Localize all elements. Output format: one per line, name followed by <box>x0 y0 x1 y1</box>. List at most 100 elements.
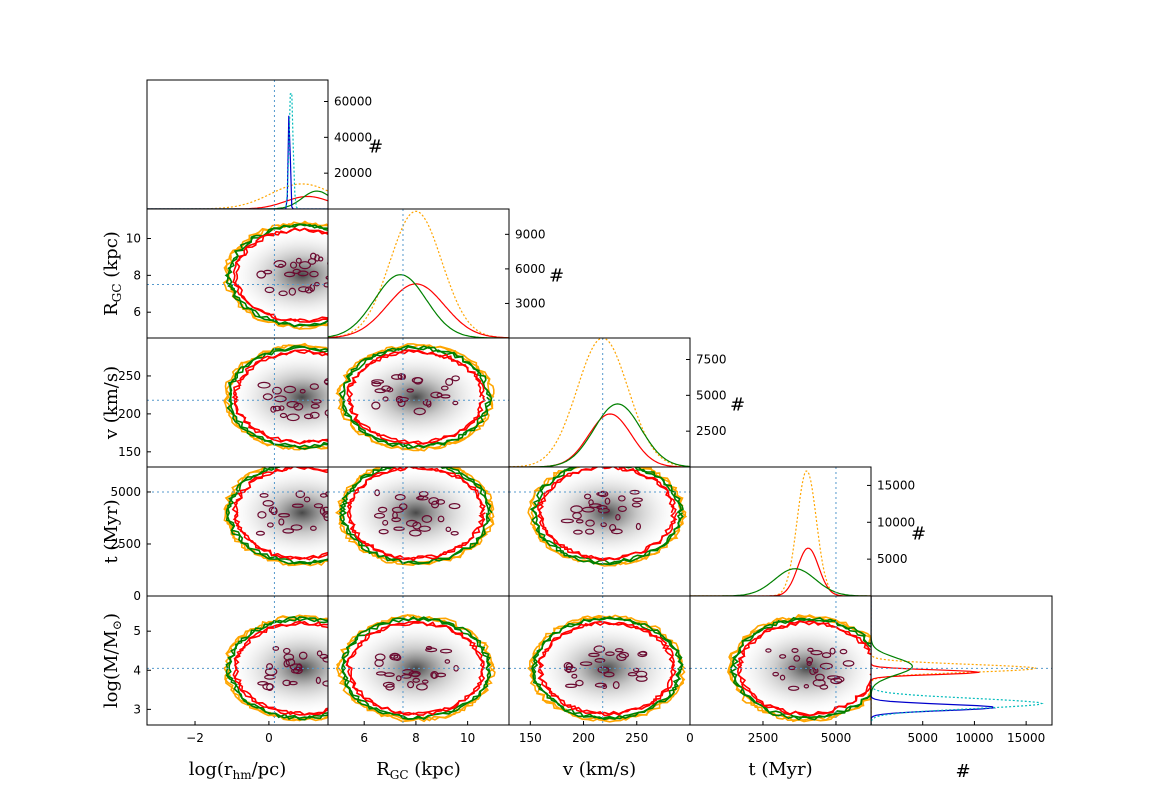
count-tick-label: 15000 <box>877 478 915 492</box>
core-contour <box>617 505 627 513</box>
x-tick-label: 200 <box>572 731 595 745</box>
core-contour <box>283 653 295 661</box>
panel-frame <box>327 208 510 339</box>
core-contour <box>430 391 443 399</box>
y-axis-label-t: t (Myr) <box>101 499 122 563</box>
core-contour <box>575 679 584 687</box>
core-contour <box>417 495 425 500</box>
core-contour <box>413 377 423 385</box>
contour-1 <box>338 467 491 565</box>
core-contour <box>609 523 617 532</box>
core-contour <box>598 490 609 498</box>
core-contour <box>310 403 320 409</box>
hist-series-4 <box>147 92 328 209</box>
count-tick-label: 7500 <box>696 353 727 367</box>
core-contour <box>829 647 836 655</box>
y-tick-label: 4 <box>133 663 141 677</box>
x-tick-label: 5000 <box>821 731 852 745</box>
core-contour <box>779 654 787 659</box>
count-tick-label: 20000 <box>334 166 372 180</box>
core-contour <box>842 660 855 667</box>
core-contour <box>299 388 306 394</box>
joint-panel-logr-v <box>147 338 335 467</box>
count-tick-label: 40000 <box>334 130 372 144</box>
core-contour <box>605 651 615 657</box>
core-contour <box>614 648 624 653</box>
core-contour <box>286 400 299 408</box>
count-tick-label: 10000 <box>955 731 993 745</box>
core-contour <box>585 519 595 527</box>
core-contour <box>448 503 461 510</box>
core-contour <box>610 528 623 535</box>
x-tick-label: 6 <box>360 731 368 745</box>
core-contour <box>575 519 584 524</box>
y-tick-label: 0 <box>133 589 141 603</box>
core-contour <box>635 670 648 678</box>
core-contour <box>839 648 848 655</box>
labels-layer: 200004000060000#300060009000#25005000750… <box>101 95 1045 783</box>
density-shading <box>347 353 485 442</box>
core-contour <box>594 682 607 688</box>
x-tick-label: 8 <box>412 731 420 745</box>
core-contour <box>428 497 440 505</box>
contour-1 <box>225 467 328 565</box>
core-contour <box>324 377 328 386</box>
core-contour <box>410 672 420 678</box>
core-contour <box>382 396 389 402</box>
hist-series-1 <box>328 283 509 338</box>
core-contour <box>309 383 319 390</box>
core-contour <box>809 667 817 676</box>
core-contour <box>437 515 445 523</box>
core-contour <box>405 519 418 527</box>
core-contour <box>444 659 451 664</box>
panel-frame <box>870 595 1053 726</box>
core-contour <box>435 672 447 678</box>
core-contour <box>430 500 440 509</box>
core-contour <box>450 530 459 536</box>
core-contour <box>382 519 389 526</box>
core-contour <box>391 506 404 513</box>
core-contour <box>571 673 578 679</box>
core-contour <box>303 496 311 503</box>
hist-series-2 <box>328 274 509 338</box>
core-contour <box>292 666 303 675</box>
hist-series-2 <box>871 596 913 725</box>
hist-series-3 <box>871 596 997 725</box>
core-contour <box>397 373 406 381</box>
joint-panel-rgc-v <box>328 338 509 467</box>
core-contour <box>807 647 814 652</box>
count-tick-label: 60000 <box>334 95 372 109</box>
core-contour <box>329 380 335 387</box>
core-contour <box>579 661 593 667</box>
core-contour <box>772 671 779 677</box>
core-contour <box>313 503 324 509</box>
x-tick-label: 2500 <box>748 731 779 745</box>
core-contour <box>617 495 626 502</box>
core-contour <box>283 271 296 278</box>
x-axis-label-v: v (km/s) <box>562 759 636 780</box>
core-contour <box>311 399 322 404</box>
core-contour <box>272 646 280 651</box>
core-contour <box>296 663 303 672</box>
core-contour <box>632 497 643 503</box>
core-contour <box>319 493 328 498</box>
core-contour <box>430 670 439 679</box>
core-contour <box>324 409 328 417</box>
joint-panel-rgc-logm <box>328 596 509 725</box>
core-contour <box>765 648 772 653</box>
count-tick-label: 5000 <box>696 388 727 402</box>
hist-series-3 <box>147 115 328 209</box>
core-contour <box>618 651 630 659</box>
core-contour <box>278 290 288 297</box>
core-contour <box>331 529 340 535</box>
contour-0 <box>223 614 328 722</box>
core-contour <box>255 530 265 536</box>
core-contour <box>791 647 799 653</box>
joint-panel-logr-logm <box>147 596 328 725</box>
core-contour <box>327 261 328 266</box>
hist-series-0 <box>328 210 509 338</box>
core-contour <box>297 270 309 277</box>
hist-series-4 <box>871 596 1044 725</box>
core-contour <box>597 507 610 514</box>
